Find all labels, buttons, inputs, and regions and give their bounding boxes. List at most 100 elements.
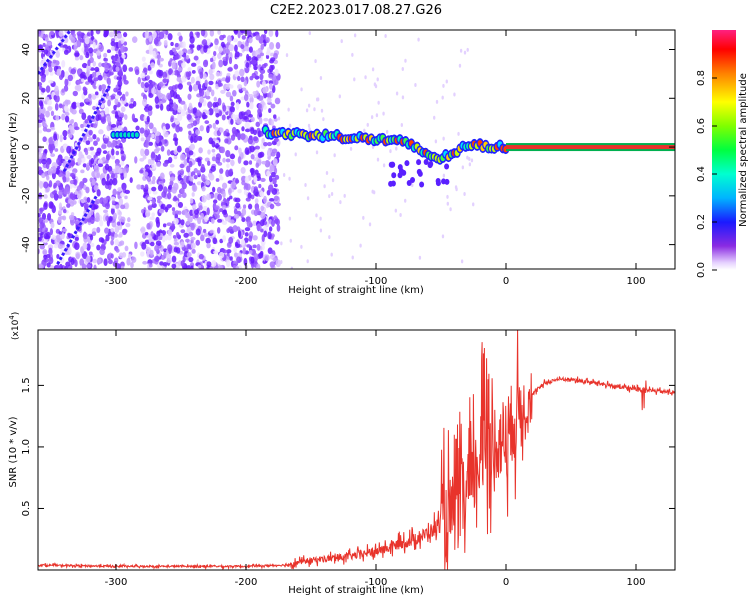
- noise-dot: [243, 79, 248, 87]
- noise-dot: [45, 85, 51, 93]
- noise-dot: [259, 219, 265, 227]
- noise-dot: [144, 82, 150, 88]
- noise-dot: [156, 195, 163, 200]
- noise-dot: [96, 172, 101, 179]
- noise-dot: [134, 241, 138, 250]
- noise-dot: [91, 94, 97, 100]
- noise-dot: [225, 77, 231, 83]
- noise-dot: [43, 49, 49, 55]
- noise-dot: [68, 133, 73, 139]
- noise-dot: [80, 154, 85, 159]
- noise-dot: [199, 89, 205, 97]
- noise-dot: [245, 197, 251, 202]
- sparse-noise-dot: [461, 165, 465, 170]
- noise-dot: [240, 96, 245, 101]
- noise-dot: [115, 66, 120, 72]
- sparse-noise-dot: [288, 216, 292, 221]
- noise-dot: [198, 253, 204, 260]
- noise-dot: [240, 133, 246, 140]
- noise-dot: [88, 47, 94, 54]
- noise-dot: [226, 228, 231, 234]
- noise-dot: [63, 49, 69, 55]
- noise-dot: [253, 253, 259, 261]
- noise-dot: [46, 262, 51, 268]
- track-scatter: [416, 159, 422, 166]
- noise-dot: [217, 52, 222, 60]
- noise-dot: [140, 137, 145, 142]
- sparse-noise-dot: [395, 146, 398, 151]
- colorbar-tick-label: 0.2: [696, 214, 707, 230]
- snr-xtick-label: 0: [503, 577, 509, 588]
- noise-dot: [82, 86, 87, 92]
- sparse-noise-dot: [330, 192, 334, 197]
- noise-dot: [244, 175, 249, 184]
- noise-dot: [116, 76, 123, 81]
- noise-dot: [189, 197, 194, 204]
- noise-dot: [222, 190, 226, 199]
- noise-dot: [157, 184, 164, 192]
- noise-dot: [199, 125, 204, 132]
- noise-dot: [148, 235, 153, 244]
- noise-dot: [208, 108, 214, 116]
- noise-dot: [222, 249, 228, 254]
- noise-dot: [96, 137, 100, 142]
- noise-dot: [241, 87, 247, 92]
- noise-dot: [268, 175, 273, 183]
- noise-dot: [206, 193, 211, 201]
- noise-dot: [238, 111, 244, 120]
- noise-dot: [146, 115, 150, 123]
- noise-dot: [170, 117, 174, 123]
- noise-dot: [202, 72, 207, 80]
- noise-dot: [247, 192, 252, 200]
- noise-dot: [171, 186, 178, 194]
- noise-dot: [261, 137, 265, 144]
- noise-dot: [156, 198, 161, 204]
- sparse-noise-dot: [320, 108, 324, 113]
- noise-dot: [163, 39, 168, 46]
- noise-dot: [110, 207, 115, 215]
- noise-dot: [47, 106, 52, 112]
- noise-dot: [147, 205, 153, 211]
- noise-dot: [180, 219, 185, 226]
- noise-dot: [192, 83, 199, 92]
- noise-dot: [98, 129, 104, 135]
- noise-dot: [174, 42, 179, 48]
- noise-dot: [225, 158, 231, 163]
- noise-dot: [144, 231, 149, 236]
- noise-dot: [190, 76, 195, 84]
- noise-dot: [114, 239, 120, 246]
- noise-dot: [215, 178, 220, 182]
- noise-dot: [177, 32, 182, 37]
- track-scatter: [444, 163, 450, 170]
- spectrogram-xtick-label: -300: [105, 276, 128, 287]
- noise-dot: [95, 50, 102, 56]
- noise-dot: [59, 134, 63, 143]
- noise-dot: [147, 196, 153, 201]
- sparse-noise-dot: [288, 123, 292, 128]
- noise-dot: [103, 258, 108, 267]
- noise-dot: [40, 231, 44, 236]
- noise-dot: [238, 147, 242, 155]
- noise-dot: [148, 35, 153, 42]
- noise-dot: [188, 180, 193, 186]
- colorbar-tick-label: 0.4: [696, 166, 707, 182]
- noise-dot: [95, 114, 100, 122]
- noise-dot: [260, 205, 265, 212]
- noise-dot: [234, 145, 239, 151]
- colorbar-tick-label: 0.6: [696, 118, 707, 134]
- noise-dot: [171, 85, 177, 90]
- noise-dot: [186, 251, 192, 258]
- noise-dot: [97, 163, 104, 168]
- noise-dot: [211, 186, 216, 193]
- noise-dot: [105, 180, 111, 186]
- noise-dot: [164, 234, 169, 241]
- noise-dot: [52, 59, 57, 64]
- noise-dot: [100, 84, 107, 90]
- noise-dot: [249, 95, 254, 104]
- sparse-noise-dot: [325, 170, 329, 175]
- noise-dot: [273, 137, 279, 143]
- sparse-noise-dot: [395, 91, 399, 96]
- noise-dot: [42, 248, 48, 256]
- noise-dot: [248, 235, 253, 242]
- noise-dot: [156, 54, 161, 60]
